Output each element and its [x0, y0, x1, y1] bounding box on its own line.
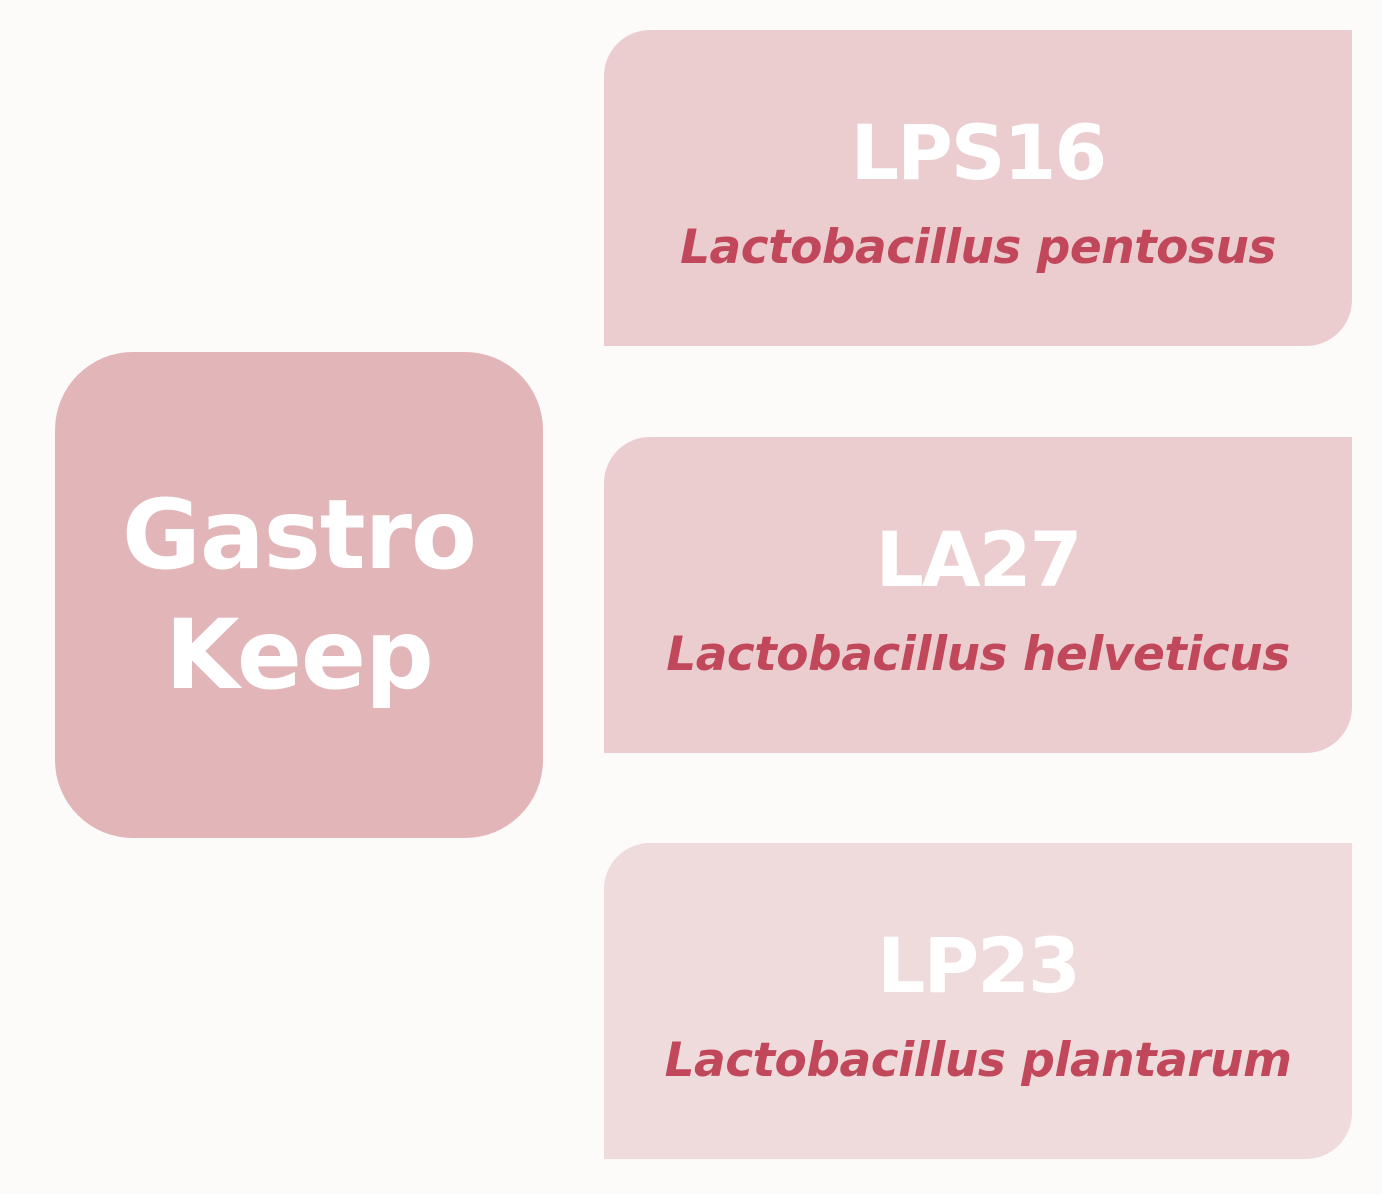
strain-card-lp23: LP23 Lactobacillus plantarum: [604, 843, 1352, 1159]
brand-box: Gastro Keep: [55, 352, 543, 838]
strain-code: LP23: [877, 921, 1081, 1010]
strain-code: LPS16: [850, 108, 1108, 197]
strain-species: Lactobacillus plantarum: [664, 1033, 1292, 1088]
strain-species: Lactobacillus helveticus: [666, 627, 1290, 682]
strain-code: LA27: [875, 515, 1082, 604]
strain-species: Lactobacillus pentosus: [680, 220, 1276, 275]
brand-name-line-2: Keep: [165, 599, 434, 711]
strain-card-la27: LA27 Lactobacillus helveticus: [604, 437, 1352, 753]
strain-card-lps16: LPS16 Lactobacillus pentosus: [604, 30, 1352, 346]
brand-name-line-1: Gastro: [122, 479, 477, 591]
